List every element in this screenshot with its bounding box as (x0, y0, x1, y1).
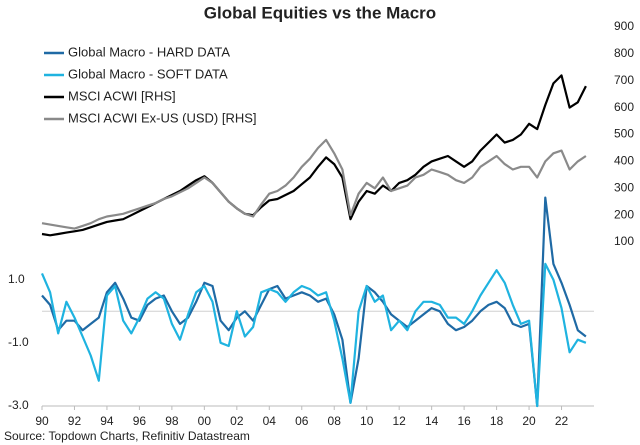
x-tick-label: 18 (490, 414, 504, 428)
y2-tick-label: 400 (614, 154, 634, 168)
y-tick-label: -3.0 (8, 398, 29, 412)
y2-tick-label: 200 (614, 207, 634, 221)
legend-label: Global Macro - HARD DATA (68, 44, 230, 59)
y2-tick-label: 600 (614, 100, 634, 114)
x-tick-label: 90 (35, 414, 49, 428)
legend-label: MSCI ACWI Ex-US (USD) [RHS] (68, 110, 257, 125)
y2-tick-label: 800 (614, 46, 634, 60)
x-tick-label: 98 (165, 414, 179, 428)
legend-label: MSCI ACWI [RHS] (68, 88, 176, 103)
x-tick-label: 10 (360, 414, 374, 428)
x-tick-label: 00 (198, 414, 212, 428)
x-tick-label: 92 (68, 414, 82, 428)
chart-title: Global Equities vs the Macro (204, 3, 436, 22)
series-line (41, 196, 587, 408)
source-note: Source: Topdown Charts, Refinitiv Datast… (4, 429, 250, 443)
x-tick-label: 14 (425, 414, 439, 428)
y2-tick-label: 700 (614, 73, 634, 87)
legend-label: Global Macro - SOFT DATA (68, 66, 228, 81)
series-line (41, 74, 587, 237)
x-tick-label: 22 (555, 414, 569, 428)
x-tick-label: 20 (522, 414, 536, 428)
y-tick-label: -1.0 (8, 335, 29, 349)
x-tick-label: 02 (230, 414, 244, 428)
x-tick-label: 06 (295, 414, 309, 428)
y-tick-label: 1.0 (8, 272, 25, 286)
x-tick-label: 94 (100, 414, 114, 428)
series-line (40, 262, 587, 408)
x-tick-label: 04 (263, 414, 277, 428)
series-line (41, 138, 587, 230)
y2-tick-label: 500 (614, 127, 634, 141)
y2-tick-label: 300 (614, 180, 634, 194)
x-tick-label: 12 (392, 414, 406, 428)
y2-tick-label: 100 (614, 234, 634, 248)
x-tick-label: 16 (457, 414, 471, 428)
x-tick-label: 96 (133, 414, 147, 428)
x-tick-label: 08 (328, 414, 342, 428)
y2-tick-label: 900 (614, 19, 634, 33)
legend: Global Macro - HARD DATA Global Macro - S… (44, 44, 257, 125)
